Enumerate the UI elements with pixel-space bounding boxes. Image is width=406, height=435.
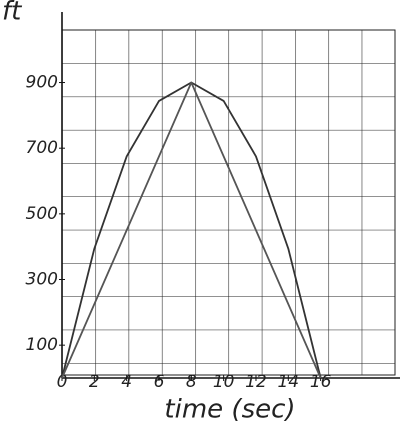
y-tick-label: 300 — [26, 270, 58, 290]
y-tick-label: 100 — [26, 335, 58, 355]
y-axis-label: ft — [2, 0, 22, 27]
y-tick-label: 900 — [26, 73, 58, 93]
chart: ft time (sec) 10030050070090002468101214… — [0, 0, 406, 435]
graph-paper — [62, 30, 395, 375]
x-axis-label: time (sec) — [164, 395, 295, 425]
y-tick-label: 500 — [26, 204, 58, 224]
y-tick-label: 700 — [26, 138, 58, 158]
